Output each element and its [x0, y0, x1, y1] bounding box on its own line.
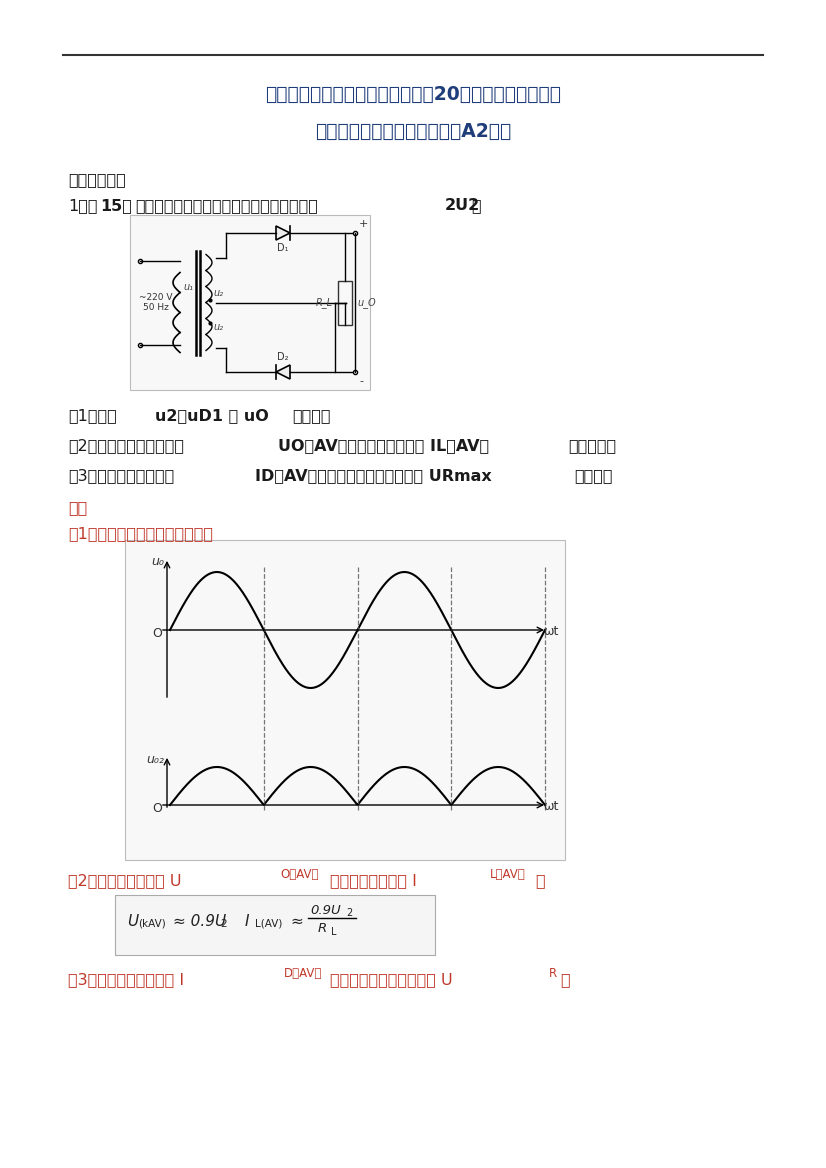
Text: 为: 为	[535, 872, 544, 888]
Text: u₀: u₀	[151, 555, 164, 568]
Text: 一、分析简答: 一、分析简答	[68, 172, 126, 187]
Text: U: U	[127, 913, 138, 929]
Text: R: R	[549, 967, 557, 980]
Text: 电子科技大学《电路设计与仿真》20秋期末考试参考答案: 电子科技大学《电路设计与仿真》20秋期末考试参考答案	[265, 85, 561, 104]
Text: (kAV): (kAV)	[138, 919, 166, 929]
Text: D（AV）: D（AV）	[284, 967, 322, 980]
Text: ~220 V
50 Hz: ~220 V 50 Hz	[140, 293, 173, 312]
Text: （2）求出输出电压平均值: （2）求出输出电压平均值	[68, 438, 184, 453]
Text: L(AV): L(AV)	[255, 919, 282, 929]
Text: ）电路如图所示，变压器副边电压有效值为: ）电路如图所示，变压器副边电压有效值为	[135, 199, 318, 213]
Text: ωt: ωt	[544, 800, 558, 813]
Text: R: R	[318, 923, 327, 936]
Text: 和输出电流平均值 I: 和输出电流平均值 I	[330, 872, 417, 888]
Text: 。: 。	[471, 199, 481, 213]
Bar	[130, 215, 370, 390]
Text: R_L: R_L	[316, 297, 333, 308]
Text: 电子科技大学网络教育考卷（A2卷）: 电子科技大学网络教育考卷（A2卷）	[315, 121, 511, 141]
Bar	[115, 895, 435, 955]
Text: ωt: ωt	[544, 625, 558, 638]
Text: （3）二极管的平均电流: （3）二极管的平均电流	[68, 468, 174, 484]
Text: u_O: u_O	[357, 297, 376, 308]
Bar	[338, 280, 352, 325]
Text: L: L	[331, 927, 336, 937]
Text: u₂: u₂	[213, 287, 223, 298]
Text: -: -	[359, 376, 363, 385]
Text: （2）输出电压平均值 U: （2）输出电压平均值 U	[68, 872, 182, 888]
Text: 的表达。: 的表达。	[574, 468, 613, 484]
Text: （1）全波整流电路，波形如下图: （1）全波整流电路，波形如下图	[68, 526, 213, 541]
Text: I: I	[245, 913, 249, 929]
Text: 解：: 解：	[68, 500, 88, 515]
Polygon shape	[276, 364, 290, 378]
Text: 2U2: 2U2	[445, 199, 480, 213]
Text: u₀₂: u₀₂	[146, 753, 164, 766]
Text: 2: 2	[346, 908, 352, 918]
Text: ID（AV）和所承受的最大反向电压 URmax: ID（AV）和所承受的最大反向电压 URmax	[255, 468, 491, 484]
Text: 的表达式；: 的表达式；	[568, 438, 616, 453]
Text: 为: 为	[560, 972, 570, 987]
Text: +: +	[359, 220, 368, 229]
Text: u₁: u₁	[183, 283, 193, 292]
Text: UO（AV）和输出电流平均值 IL（AV）: UO（AV）和输出电流平均值 IL（AV）	[278, 438, 489, 453]
Text: O: O	[152, 627, 162, 640]
Text: 15分: 15分	[100, 199, 132, 213]
Text: L（AV）: L（AV）	[490, 868, 526, 881]
Text: （3）二极管的平均电流 I: （3）二极管的平均电流 I	[68, 972, 184, 987]
Text: 2: 2	[220, 919, 226, 929]
Text: 的波形；: 的波形；	[292, 408, 330, 423]
Text: u₂: u₂	[213, 322, 223, 333]
Bar	[125, 540, 565, 860]
Text: 0.9U: 0.9U	[310, 904, 341, 917]
Text: D₁: D₁	[278, 243, 289, 253]
Text: ≈: ≈	[290, 913, 303, 929]
Text: ≈ 0.9U: ≈ 0.9U	[173, 913, 226, 929]
Polygon shape	[276, 225, 290, 239]
Text: 1、（: 1、（	[68, 199, 97, 213]
Text: O: O	[152, 802, 162, 815]
Text: u2、uD1 和 uO: u2、uD1 和 uO	[155, 408, 268, 423]
Text: （1）画出: （1）画出	[68, 408, 116, 423]
Text: O（AV）: O（AV）	[280, 868, 319, 881]
Text: D₂: D₂	[278, 352, 289, 362]
Text: 和所承受的最大反向电压 U: 和所承受的最大反向电压 U	[330, 972, 453, 987]
